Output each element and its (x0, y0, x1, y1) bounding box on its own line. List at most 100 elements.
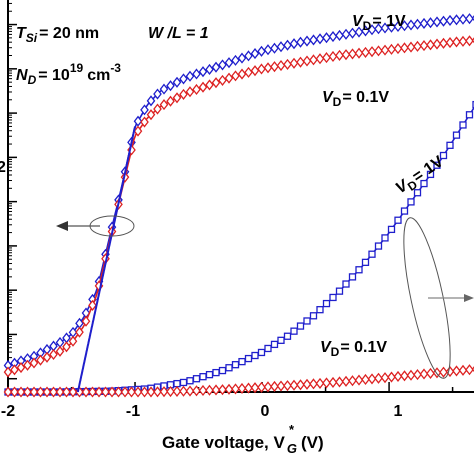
annotation-vd-01v-lin: VD= 0.1V (320, 339, 387, 359)
series-2-marker (296, 322, 305, 330)
series-3-marker (263, 381, 273, 393)
series-0-marker (387, 21, 396, 33)
series-1-marker (218, 74, 227, 86)
series-2-marker (179, 378, 188, 387)
series-0-marker (257, 45, 266, 57)
series-2-marker (446, 141, 454, 149)
series-3-marker (211, 384, 221, 396)
series-3-marker (62, 386, 71, 398)
series-3-marker (413, 369, 422, 381)
series-1-marker (140, 116, 149, 128)
series-2-marker (192, 375, 201, 383)
series-1-marker (205, 79, 214, 91)
series-3-marker (296, 379, 305, 391)
series-1-marker (231, 70, 240, 82)
series-0-marker (465, 13, 474, 25)
series-1-marker (465, 35, 474, 47)
series-1-marker (10, 364, 19, 376)
series-3-marker (49, 386, 58, 398)
series-3-marker (10, 386, 19, 398)
series-3-marker (29, 386, 39, 398)
series-1-marker (263, 62, 273, 74)
series-layer (3, 13, 474, 398)
series-0-marker (159, 83, 169, 95)
series-2-marker (231, 361, 240, 369)
series-0-marker (172, 76, 182, 88)
series-2-marker (257, 348, 266, 357)
series-2-marker (277, 336, 285, 344)
series-3-marker (68, 386, 78, 398)
series-3-marker (244, 382, 253, 394)
series-0-marker (341, 28, 351, 40)
series-0-marker (218, 59, 227, 71)
series-1-marker (445, 37, 455, 49)
series-2-marker (335, 287, 344, 295)
series-2-marker (186, 377, 194, 385)
series-1-marker (42, 351, 52, 363)
series-3-marker (224, 383, 234, 395)
y-tick-label-partial: 2 (0, 159, 6, 176)
series-1-marker (413, 40, 422, 52)
series-1-marker (23, 359, 32, 371)
series-3-marker (16, 386, 26, 398)
series-0-marker (224, 57, 234, 69)
series-0-marker (426, 17, 435, 29)
series-2-marker (426, 170, 435, 179)
series-1-marker (283, 58, 292, 70)
series-2-marker (264, 344, 272, 353)
series-1-marker (16, 361, 26, 374)
series-1-marker (302, 55, 312, 67)
series-0-marker (354, 26, 364, 38)
series-2-marker (381, 234, 389, 242)
series-3-marker (426, 367, 435, 379)
series-2-marker (303, 317, 311, 325)
series-0-marker (413, 18, 422, 30)
series-3-marker (406, 369, 416, 381)
series-3-marker (335, 376, 344, 388)
series-0-marker (276, 41, 286, 53)
series-0-marker (166, 80, 175, 92)
series-0-marker (348, 27, 357, 39)
series-3-marker (315, 377, 325, 389)
series-2-marker (368, 250, 376, 258)
series-0-marker (315, 33, 325, 45)
series-0-marker (270, 42, 279, 54)
series-3-marker (322, 377, 331, 389)
series-1-marker (3, 366, 13, 378)
series-3-marker (302, 378, 312, 390)
series-1-marker (192, 83, 201, 96)
series-1-marker (374, 45, 383, 57)
series-3-marker (81, 386, 91, 398)
series-1-marker (406, 41, 416, 53)
series-0-marker (250, 48, 260, 60)
series-0-marker (192, 68, 201, 80)
series-3-marker (140, 386, 149, 398)
series-1-marker (400, 42, 409, 54)
series-3-marker (400, 370, 409, 382)
series-0-marker (55, 336, 65, 349)
series-3-marker (380, 372, 390, 384)
series-0-marker (419, 17, 429, 30)
series-1-marker (55, 345, 65, 357)
series-3-marker (393, 370, 403, 382)
series-1-marker (458, 35, 468, 47)
series-0-marker (374, 23, 383, 35)
series-3-marker (114, 386, 123, 398)
series-1-marker (452, 36, 461, 48)
right-axis-indicator-ellipse (403, 217, 451, 379)
series-1-marker (68, 335, 78, 347)
series-3-marker (127, 386, 136, 398)
series-1-marker (354, 47, 364, 59)
series-0-marker (361, 25, 370, 37)
series-0-marker (289, 38, 299, 50)
series-3-marker (42, 386, 52, 398)
series-2-marker (407, 198, 415, 206)
series-2-marker (309, 312, 318, 320)
series-0-marker (185, 70, 195, 82)
series-2-marker (387, 225, 396, 234)
series-1-marker (257, 63, 266, 75)
series-2-marker (212, 368, 220, 377)
series-0-marker (393, 20, 403, 33)
series-4-line (76, 126, 136, 393)
series-2-marker (251, 351, 259, 360)
